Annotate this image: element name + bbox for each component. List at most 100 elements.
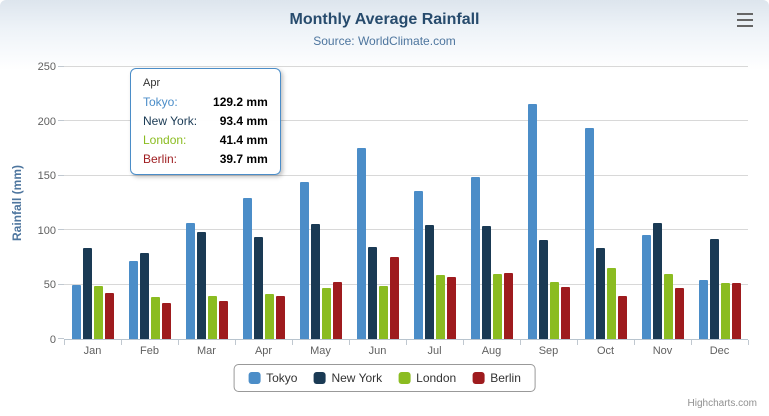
x-axis-label: Sep: [538, 345, 559, 357]
bar-tokyo[interactable]: [185, 223, 195, 339]
bar-new-york[interactable]: [481, 225, 491, 339]
legend-swatch-new-york: [313, 372, 326, 384]
legend-label: New York: [331, 371, 383, 385]
bar-berlin[interactable]: [275, 295, 285, 339]
plot-area: [58, 66, 749, 345]
bar-london[interactable]: [720, 283, 730, 339]
hamburger-icon: [737, 19, 753, 21]
bar-group-jan: [64, 67, 121, 339]
gridline: [64, 120, 748, 122]
bar-tokyo[interactable]: [641, 235, 651, 339]
bar-london[interactable]: [264, 293, 274, 339]
x-axis-labels: Jan Feb Mar Apr May Jun Jul Aug Sep Oct Nov Dec: [64, 345, 748, 357]
x-axis-tick: [748, 340, 749, 345]
bar-london[interactable]: [321, 287, 331, 339]
bar-new-york[interactable]: [367, 247, 377, 339]
bar-berlin[interactable]: [674, 288, 684, 339]
bar-london[interactable]: [663, 274, 673, 339]
legend-label: Tokyo: [266, 371, 298, 385]
chart-title: Monthly Average Rainfall: [289, 11, 480, 28]
bar-london[interactable]: [606, 268, 616, 339]
bar-new-york[interactable]: [424, 224, 434, 339]
bar-new-york[interactable]: [709, 238, 719, 339]
bar-berlin[interactable]: [104, 292, 114, 339]
bar-berlin[interactable]: [731, 283, 741, 339]
x-axis-label: Aug: [481, 345, 502, 357]
bar-new-york[interactable]: [538, 239, 548, 339]
x-axis-tick: [292, 340, 293, 345]
export-menu-button[interactable]: [733, 10, 757, 30]
bar-berlin[interactable]: [161, 302, 171, 339]
bar-group-oct: [577, 67, 634, 339]
x-axis-label: Jan: [83, 345, 102, 357]
legend-item-london[interactable]: London: [398, 371, 456, 385]
bar-berlin[interactable]: [503, 273, 513, 339]
bar-new-york[interactable]: [196, 231, 206, 339]
legend-item-new-york[interactable]: New York: [313, 371, 382, 385]
hamburger-icon: [737, 25, 753, 27]
bar-tokyo[interactable]: [299, 182, 309, 339]
bar-tokyo[interactable]: [71, 284, 81, 339]
bar-london[interactable]: [150, 296, 160, 339]
credits-link[interactable]: Highcharts.com: [687, 398, 757, 409]
bar-tokyo[interactable]: [470, 177, 480, 339]
bar-london[interactable]: [207, 296, 217, 339]
bar-new-york[interactable]: [253, 237, 263, 339]
bar-tokyo[interactable]: [128, 261, 138, 339]
y-axis-label: 0: [49, 334, 56, 346]
x-axis-label: Dec: [709, 345, 730, 357]
bar-london[interactable]: [492, 274, 502, 339]
x-axis-label: Mar: [197, 345, 216, 357]
legend-label: Berlin: [490, 371, 521, 385]
bar-new-york[interactable]: [82, 248, 92, 339]
bar-tokyo[interactable]: [584, 127, 594, 339]
bar-tokyo[interactable]: [527, 103, 537, 339]
legend-item-tokyo[interactable]: Tokyo: [248, 371, 297, 385]
y-axis-labels: 0 50 100 150 200 250: [0, 61, 56, 346]
bar-group-sep: [520, 67, 577, 339]
legend-swatch-berlin: [472, 372, 485, 384]
x-axis-tick: [121, 340, 122, 345]
bar-london[interactable]: [435, 274, 445, 339]
x-axis-tick: [406, 340, 407, 345]
bar-group-dec: [691, 67, 748, 339]
bar-new-york[interactable]: [139, 253, 149, 339]
bar-berlin[interactable]: [332, 281, 342, 339]
x-axis-label: Nov: [652, 345, 673, 357]
bar-new-york[interactable]: [652, 223, 662, 339]
bar-tokyo[interactable]: [356, 147, 366, 339]
gridline: [64, 283, 748, 285]
bar-london[interactable]: [378, 286, 388, 339]
gridline: [64, 174, 748, 176]
bar-berlin[interactable]: [389, 256, 399, 339]
bar-tokyo[interactable]: [698, 279, 708, 339]
x-axis-tick: [235, 340, 236, 345]
x-axis-label: May: [310, 345, 331, 357]
bar-berlin[interactable]: [218, 301, 228, 339]
bar-berlin[interactable]: [617, 296, 627, 339]
x-axis-label: Jul: [427, 345, 442, 357]
y-axis-tick: [58, 283, 64, 285]
bar-london[interactable]: [93, 285, 103, 339]
y-axis-tick: [58, 174, 64, 176]
y-axis-label: 200: [37, 115, 56, 128]
x-axis-tick: [178, 340, 179, 345]
bar-berlin[interactable]: [446, 276, 456, 339]
bar-berlin[interactable]: [560, 287, 570, 339]
x-axis-label: Feb: [140, 345, 159, 357]
y-axis-tick: [58, 66, 64, 67]
bar-tokyo[interactable]: [413, 191, 423, 339]
bar-new-york[interactable]: [595, 248, 605, 339]
x-axis-tick: [64, 340, 65, 345]
hamburger-icon: [737, 13, 753, 15]
gridline: [64, 229, 748, 231]
bar-group-feb: [121, 67, 178, 339]
bar-tokyo[interactable]: [242, 198, 252, 339]
bar-london[interactable]: [549, 282, 559, 339]
bar-group-may: [292, 67, 349, 339]
legend: Tokyo New York London Berlin: [233, 364, 536, 392]
bar-new-york[interactable]: [310, 223, 320, 339]
bar-groups: [64, 67, 748, 339]
legend-item-berlin[interactable]: Berlin: [472, 371, 521, 385]
